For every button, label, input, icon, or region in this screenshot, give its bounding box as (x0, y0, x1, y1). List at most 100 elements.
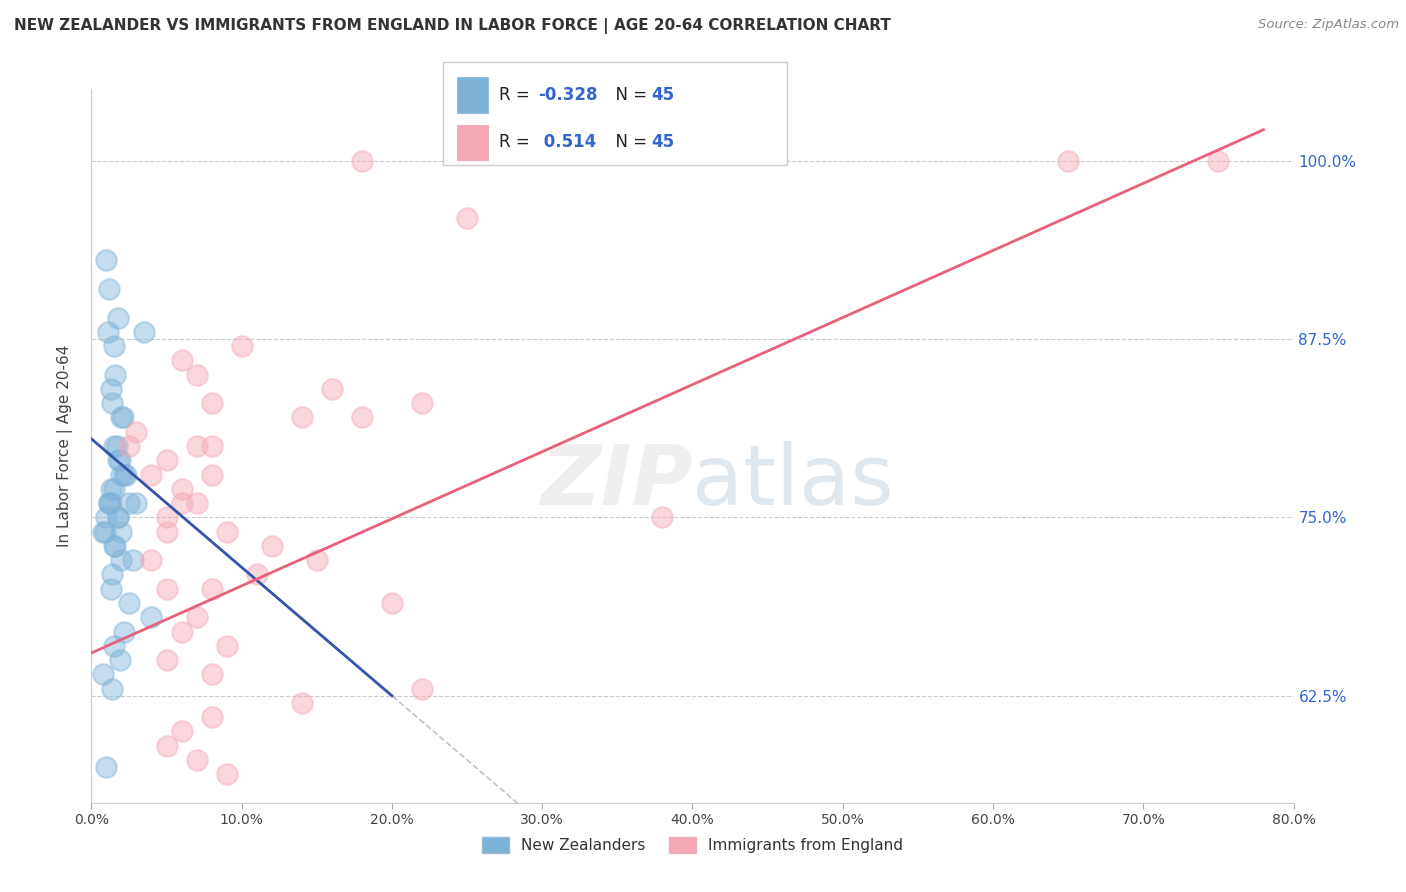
Point (411, 681, 433, 696)
Point (105, 439, 128, 453)
Point (155, 524, 177, 539)
Point (115, 467, 138, 482)
Point (110, 524, 132, 539)
Point (125, 425, 148, 439)
Point (350, 410, 373, 425)
Point (305, 553, 328, 567)
Text: Source: ZipAtlas.com: Source: ZipAtlas.com (1258, 18, 1399, 31)
Point (201, 667, 224, 681)
Point (201, 439, 224, 453)
Point (107, 510, 129, 524)
Point (170, 724, 193, 739)
Text: 0.514: 0.514 (538, 134, 596, 152)
Point (170, 482, 193, 496)
Point (155, 653, 177, 667)
Point (107, 453, 129, 467)
Point (94, 524, 117, 539)
Point (186, 753, 208, 767)
Point (215, 524, 238, 539)
Point (411, 396, 433, 410)
Point (93, 667, 115, 681)
Point (186, 439, 208, 453)
Point (155, 510, 177, 524)
Text: atlas: atlas (692, 442, 894, 522)
Point (170, 353, 193, 368)
Point (456, 211, 478, 225)
Text: N =: N = (605, 134, 652, 152)
Point (103, 339, 125, 353)
Text: N =: N = (605, 87, 652, 104)
Point (291, 696, 314, 710)
Point (98, 282, 121, 296)
Y-axis label: In Labor Force | Age 20-64: In Labor Force | Age 20-64 (56, 345, 73, 547)
Legend: New Zealanders, Immigrants from England: New Zealanders, Immigrants from England (475, 831, 910, 859)
Point (118, 596, 141, 610)
Point (96, 760, 118, 774)
Point (186, 496, 208, 510)
Text: 45: 45 (651, 87, 673, 104)
Point (103, 439, 125, 453)
Point (104, 368, 127, 382)
Point (111, 410, 134, 425)
Point (101, 396, 124, 410)
Text: R =: R = (499, 87, 536, 104)
Point (1057, 153, 1080, 168)
Point (231, 339, 253, 353)
Point (96, 253, 118, 268)
Point (291, 410, 314, 425)
Point (103, 482, 125, 496)
Text: -0.328: -0.328 (538, 87, 598, 104)
Point (155, 453, 177, 467)
Point (141, 553, 163, 567)
Point (107, 510, 129, 524)
Point (186, 368, 208, 382)
Text: NEW ZEALANDER VS IMMIGRANTS FROM ENGLAND IN LABOR FORCE | AGE 20-64 CORRELATION : NEW ZEALANDER VS IMMIGRANTS FROM ENGLAND… (14, 18, 891, 34)
Point (141, 467, 163, 482)
Point (108, 653, 131, 667)
Point (321, 382, 343, 396)
Point (141, 610, 163, 624)
Point (201, 396, 224, 410)
Point (170, 624, 193, 639)
Point (103, 539, 125, 553)
Point (107, 310, 129, 325)
Point (108, 453, 131, 467)
Point (201, 467, 224, 482)
Text: ZIP: ZIP (540, 442, 692, 522)
Point (93, 524, 115, 539)
Point (118, 496, 141, 510)
Point (246, 567, 269, 582)
Point (381, 596, 404, 610)
Point (100, 496, 122, 510)
Point (98, 496, 121, 510)
Point (103, 639, 125, 653)
Point (97, 325, 120, 339)
Point (100, 482, 122, 496)
Point (110, 553, 132, 567)
Point (96, 510, 118, 524)
Point (155, 739, 177, 753)
Point (1208, 153, 1230, 168)
Point (201, 582, 224, 596)
Point (186, 610, 208, 624)
Point (350, 153, 373, 168)
Point (651, 510, 673, 524)
Point (122, 553, 145, 567)
Point (110, 410, 132, 425)
Point (110, 467, 132, 482)
Point (114, 467, 136, 482)
Point (215, 767, 238, 781)
Point (104, 539, 127, 553)
Text: R =: R = (499, 134, 536, 152)
Point (132, 325, 155, 339)
Point (114, 624, 136, 639)
Point (201, 710, 224, 724)
Point (118, 439, 141, 453)
Point (155, 582, 177, 596)
Text: 45: 45 (651, 134, 673, 152)
Point (100, 582, 122, 596)
Point (98, 496, 121, 510)
Point (215, 639, 238, 653)
Point (125, 496, 148, 510)
Point (101, 681, 124, 696)
